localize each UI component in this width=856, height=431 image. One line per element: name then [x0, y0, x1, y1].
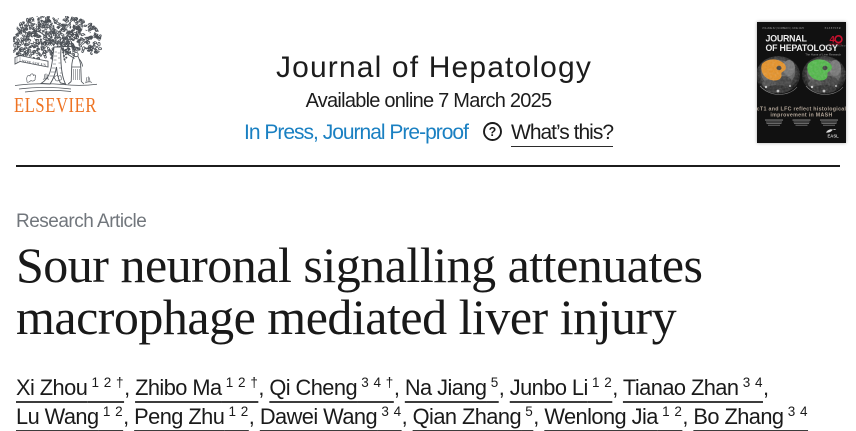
svg-text:EASL: EASL	[828, 134, 840, 139]
svg-text:improvement in MASH: improvement in MASH	[770, 113, 832, 119]
svg-text:4: 4	[830, 35, 836, 46]
svg-text:?: ?	[489, 125, 497, 139]
svg-text:NON SOLUS: NON SOLUS	[21, 59, 46, 67]
svg-text:The Home of Liver Research: The Home of Liver Research	[805, 53, 841, 57]
svg-text:VOLUME 82 | NUMBER 6 | JUNE 20: VOLUME 82 | NUMBER 6 | JUNE 2025	[762, 27, 805, 30]
svg-text:ELSEVIER: ELSEVIER	[825, 27, 841, 30]
svg-text:JOURNAL: JOURNAL	[766, 33, 808, 43]
svg-text:YEARS OF EXCELLENCE: YEARS OF EXCELLENCE	[824, 44, 846, 47]
svg-text:OF HEPATOLOGY: OF HEPATOLOGY	[766, 43, 839, 53]
svg-text:cT1 and LFC reflect histologic: cT1 and LFC reflect histological	[757, 107, 846, 113]
